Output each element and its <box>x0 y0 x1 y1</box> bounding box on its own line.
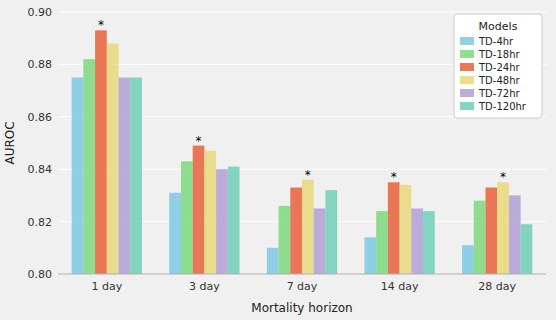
bar <box>388 182 400 274</box>
bars <box>72 30 533 274</box>
bar <box>267 248 279 274</box>
bar <box>509 195 521 274</box>
y-tick-label: 0.84 <box>28 163 53 176</box>
chart: 0.80 0.82 0.84 0.86 0.88 0.90 1 day 3 day 7 day 1… <box>0 0 556 320</box>
y-tick-label: 0.88 <box>28 58 53 71</box>
x-axis-line <box>58 274 546 275</box>
bar <box>107 43 119 274</box>
grid-line <box>58 274 546 275</box>
legend-swatch <box>460 50 474 58</box>
bar <box>216 169 228 274</box>
legend-swatch <box>460 76 474 84</box>
bar <box>130 78 142 275</box>
bar <box>228 167 240 274</box>
bar <box>119 78 131 275</box>
legend-swatch <box>460 102 474 110</box>
y-tick-label: 0.86 <box>28 111 53 124</box>
legend-label: TD-48hr <box>478 75 520 86</box>
x-tick-label: 7 day <box>287 280 318 293</box>
bar <box>181 161 193 274</box>
bar <box>169 193 181 274</box>
annotation: * <box>196 134 202 148</box>
bar <box>400 185 412 274</box>
bar <box>474 201 486 274</box>
grid-line <box>58 12 546 13</box>
x-tick-label: 3 day <box>189 280 220 293</box>
bar <box>521 224 533 274</box>
legend-label: TD-24hr <box>478 62 520 73</box>
bar <box>411 209 423 275</box>
bar <box>193 146 205 274</box>
bar <box>95 30 107 274</box>
legend-label: TD-4hr <box>478 36 514 47</box>
y-tick-label: 0.90 <box>28 6 53 19</box>
annotation: * <box>391 170 397 184</box>
x-tick-label: 14 day <box>381 280 419 293</box>
legend-swatch <box>460 63 474 71</box>
legend-swatch <box>460 37 474 45</box>
bar <box>314 209 326 275</box>
legend-title: Models <box>479 20 518 33</box>
bar <box>364 237 376 274</box>
legend-swatch <box>460 89 474 97</box>
y-tick-label: 0.80 <box>28 268 53 281</box>
legend-label: TD-72hr <box>478 88 520 99</box>
x-axis-label: Mortality horizon <box>251 301 352 315</box>
legend: Models TD-4hr TD-18hr TD-24hr TD-48hr TD-72hr… <box>454 14 542 118</box>
bar <box>497 182 509 274</box>
bar <box>302 180 314 274</box>
y-tick-label: 0.82 <box>28 216 53 229</box>
bar <box>72 78 84 275</box>
bar <box>325 190 337 274</box>
bar <box>423 211 435 274</box>
annotation: * <box>98 18 104 32</box>
y-axis-label: AUROC <box>3 121 17 164</box>
legend-box <box>454 14 542 118</box>
bar <box>279 206 291 274</box>
bar <box>290 188 302 274</box>
annotation: * <box>500 170 506 184</box>
bar <box>83 59 95 274</box>
x-tick-label: 28 day <box>478 280 516 293</box>
bar <box>485 188 497 274</box>
annotation: * <box>305 168 311 182</box>
legend-label: TD-120hr <box>478 101 527 112</box>
bar <box>376 211 388 274</box>
legend-label: TD-18hr <box>478 49 520 60</box>
bar <box>462 245 474 274</box>
x-tick-label: 1 day <box>91 280 122 293</box>
bar <box>204 151 216 274</box>
